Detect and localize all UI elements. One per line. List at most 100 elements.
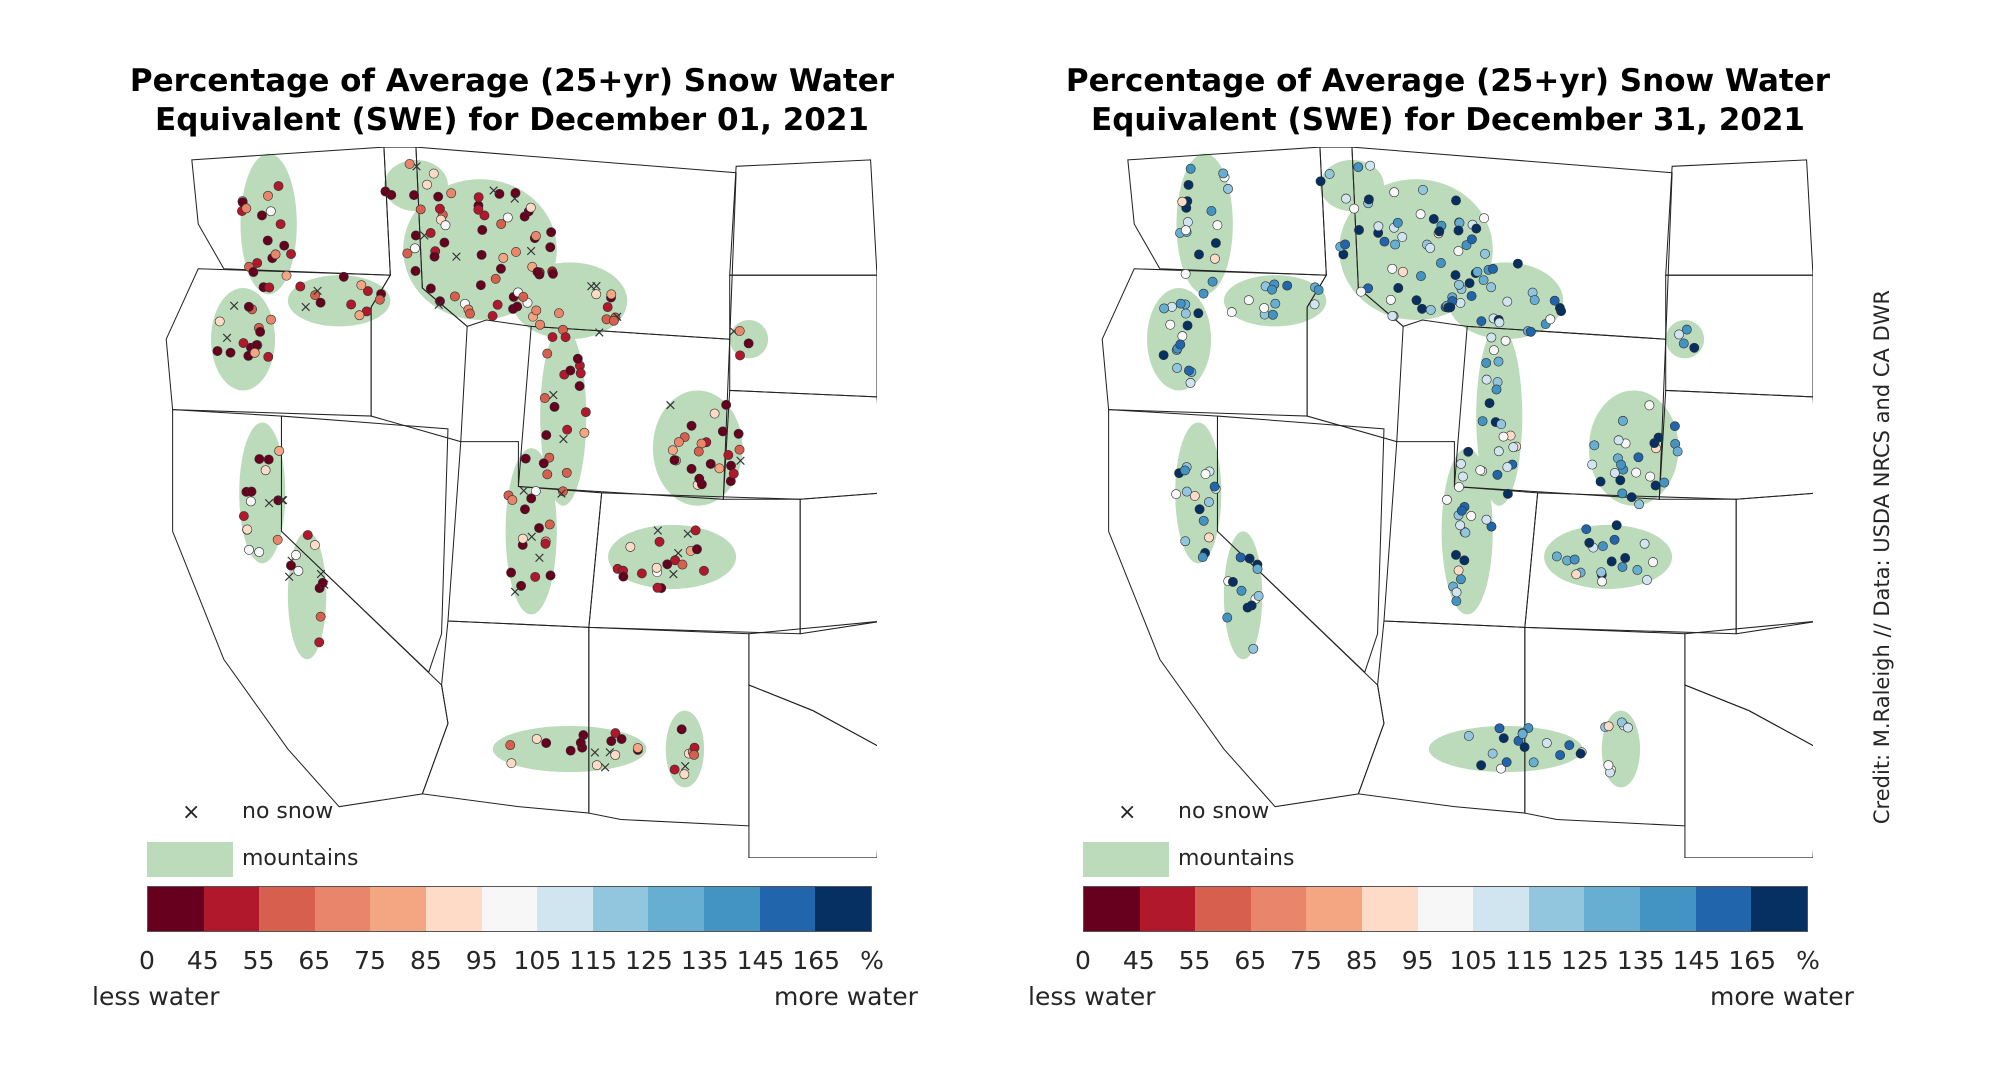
colorbar-tick-label: 135 xyxy=(1616,946,1665,975)
snow-station-marker xyxy=(214,316,225,327)
snow-station-marker xyxy=(1669,421,1680,432)
snow-station-marker xyxy=(1502,462,1513,472)
snow-station-marker xyxy=(1623,722,1633,733)
colorbar-tick-label: 45 xyxy=(186,946,219,975)
colorbar-segment xyxy=(314,887,371,931)
state-outline xyxy=(1665,159,1813,276)
snow-station-marker xyxy=(439,237,450,248)
state-outline xyxy=(1735,492,1813,635)
snow-station-marker xyxy=(511,247,521,257)
snow-station-marker xyxy=(505,740,516,751)
snow-station-marker xyxy=(262,235,273,246)
no-snow-marker xyxy=(519,486,529,495)
colorbar-tick-label: 55 xyxy=(242,946,275,975)
mountain-region xyxy=(287,531,327,660)
snow-station-marker xyxy=(1456,458,1466,469)
snow-station-marker xyxy=(1476,316,1487,327)
snow-station-marker xyxy=(1354,225,1364,235)
snow-station-marker xyxy=(275,219,286,230)
snow-station-marker xyxy=(314,637,325,648)
colorbar-tick-label: 165 xyxy=(1728,946,1777,975)
snow-station-marker xyxy=(542,348,553,359)
snow-station-marker xyxy=(574,381,585,391)
no-snow-marker xyxy=(683,529,693,538)
no-snow-marker xyxy=(557,489,566,498)
snow-station-marker xyxy=(616,734,627,744)
snow-station-marker xyxy=(506,567,517,578)
colorbar-tick-label: 0 xyxy=(139,946,155,975)
snow-station-marker xyxy=(525,202,536,213)
snow-station-marker xyxy=(1179,465,1190,476)
snow-station-marker xyxy=(1611,520,1622,531)
snow-station-marker xyxy=(449,291,460,302)
snow-station-marker xyxy=(1182,320,1193,331)
snow-station-marker xyxy=(1363,194,1374,205)
snow-station-marker xyxy=(717,426,728,437)
snow-station-marker xyxy=(1434,226,1445,237)
snow-station-marker xyxy=(1243,295,1254,306)
snow-station-marker xyxy=(1644,400,1655,411)
snow-station-marker xyxy=(1226,307,1237,318)
snow-station-marker xyxy=(252,258,263,268)
snow-station-marker xyxy=(575,737,586,748)
snow-station-marker xyxy=(362,286,373,297)
swe-map xyxy=(1101,147,1813,858)
snow-station-marker xyxy=(315,611,326,622)
snow-station-marker xyxy=(1454,482,1464,492)
colorbar-tick-label: 115 xyxy=(569,946,617,975)
state-outline xyxy=(1658,389,1813,500)
snow-station-marker xyxy=(1385,294,1396,305)
colorbar-segment xyxy=(1528,887,1585,931)
snow-station-marker xyxy=(1689,342,1700,353)
snow-station-marker xyxy=(1581,524,1592,535)
colorbar-tick-label: 65 xyxy=(298,946,331,975)
snow-station-marker xyxy=(410,266,421,276)
snow-station-marker xyxy=(1207,276,1218,287)
snow-station-marker xyxy=(610,728,621,739)
colorbar-segment xyxy=(481,887,538,931)
snow-station-marker xyxy=(1172,363,1182,373)
snow-station-marker xyxy=(714,463,725,474)
snow-station-marker xyxy=(440,220,451,231)
snow-station-marker xyxy=(404,159,415,169)
snow-station-marker xyxy=(286,560,296,571)
snow-station-marker xyxy=(1519,742,1530,752)
snow-station-marker xyxy=(1222,612,1233,623)
snow-station-marker xyxy=(1529,295,1540,305)
snow-station-marker xyxy=(1180,308,1191,319)
snow-station-marker xyxy=(302,530,313,540)
snow-station-marker xyxy=(1653,432,1664,443)
colorbar-tick-label: 105 xyxy=(1449,946,1498,975)
colorbar-tick-label: 135 xyxy=(680,946,729,975)
snow-station-marker xyxy=(415,204,426,215)
no-snow-marker xyxy=(666,400,675,410)
snow-station-marker xyxy=(520,453,531,464)
snow-station-marker xyxy=(679,769,690,780)
snow-station-marker xyxy=(1453,565,1464,576)
snow-station-marker xyxy=(1397,266,1408,277)
snow-station-marker xyxy=(1450,270,1461,280)
snow-station-marker xyxy=(694,473,705,484)
mountains-swatch xyxy=(1083,842,1169,877)
snow-station-marker xyxy=(1681,324,1692,335)
snow-station-marker xyxy=(1175,298,1186,309)
snow-station-marker xyxy=(433,191,444,202)
snow-station-marker xyxy=(1393,283,1404,293)
snow-station-marker xyxy=(338,271,349,282)
snow-station-marker xyxy=(380,186,391,197)
colorbar-segment xyxy=(1306,887,1363,931)
snow-station-marker xyxy=(476,249,487,260)
snow-station-marker xyxy=(356,280,367,291)
snow-station-marker xyxy=(519,211,530,222)
snow-station-marker xyxy=(1435,258,1446,268)
snow-station-marker xyxy=(1365,160,1376,171)
snow-station-marker xyxy=(1451,596,1462,606)
snow-station-marker xyxy=(1209,253,1220,264)
snow-station-marker xyxy=(1259,303,1270,313)
snow-station-marker xyxy=(496,219,507,229)
snow-station-marker xyxy=(606,736,617,747)
snow-station-marker xyxy=(1194,249,1204,260)
snow-station-marker xyxy=(1492,469,1503,480)
snow-station-marker xyxy=(553,308,564,319)
snow-station-marker xyxy=(1309,299,1320,310)
